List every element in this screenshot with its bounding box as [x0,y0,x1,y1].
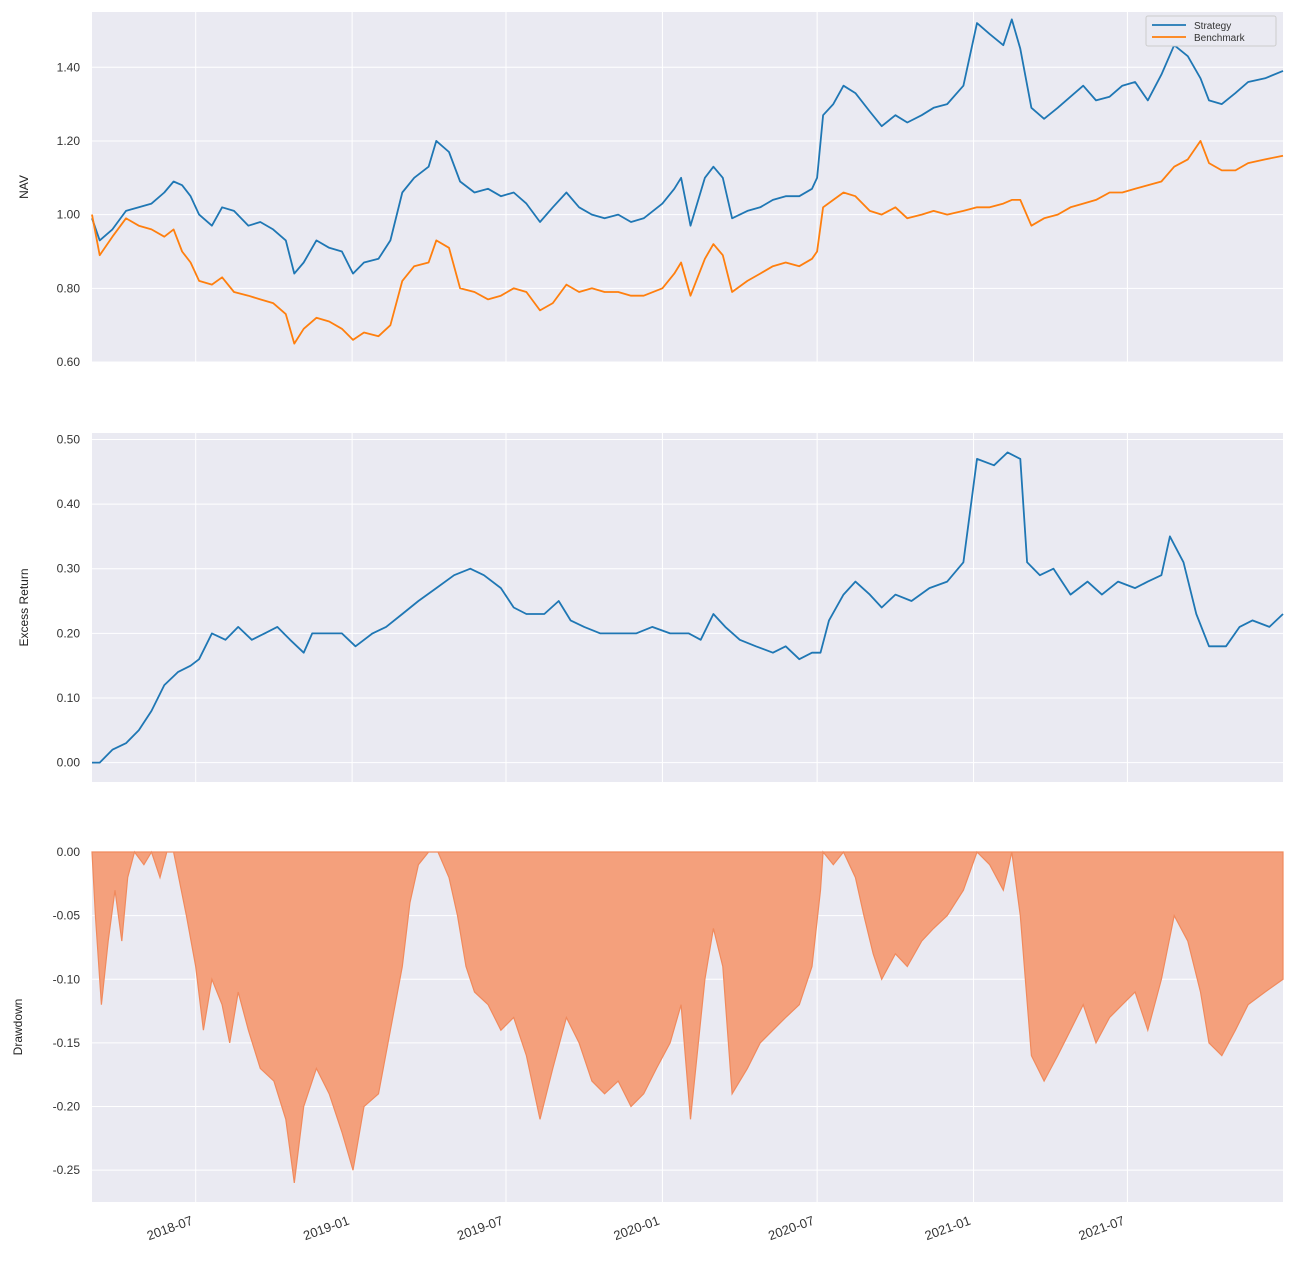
y-axis-label: Excess Return [17,568,31,646]
y-tick-label: 1.20 [57,134,81,148]
y-tick-label: 0.50 [57,432,81,446]
plot-area-2 [92,433,1283,782]
x-tick-label: 2020-01 [611,1213,661,1243]
y-tick-label: -0.15 [53,1036,81,1050]
y-tick-label: 0.10 [57,691,81,705]
x-tick-label: 2021-07 [1076,1213,1126,1243]
legend-box [1145,15,1277,47]
y-tick-label: 0.80 [57,281,81,295]
y-tick-label: -0.25 [53,1163,81,1177]
y-tick-label: -0.10 [53,972,81,986]
y-tick-label: 1.00 [57,208,81,222]
y-tick-label: 0.60 [57,355,81,369]
x-tick-label: 2019-07 [455,1213,505,1243]
y-tick-label: 0.30 [57,562,81,576]
excess-return-line [92,451,1284,764]
drawdown-area [91,850,1284,1183]
x-tick-label: 2018-07 [145,1213,195,1243]
y-tick-label: 1.40 [57,60,81,74]
y-tick-label: -0.20 [53,1100,81,1114]
plot-area-1 [92,12,1283,362]
x-tick-label: 2019-01 [301,1213,351,1243]
y-tick-label: -0.05 [53,909,81,923]
legend-label-strategy: Strategy [1194,21,1231,32]
y-axis-label: NAV [17,175,31,199]
y-axis-label: Drawdown [11,999,25,1056]
x-tick-label: 2020-07 [766,1213,816,1243]
y-tick-label: 0.40 [57,497,81,511]
y-tick-label: 0.20 [57,626,81,640]
y-tick-label: 0.00 [57,756,81,770]
benchmark-line [91,139,1284,345]
legend-label-benchmark: Benchmark [1194,33,1246,44]
x-tick-label: 2021-01 [923,1213,973,1243]
y-tick-label: 0.00 [57,845,81,859]
strategy-line [91,18,1284,275]
